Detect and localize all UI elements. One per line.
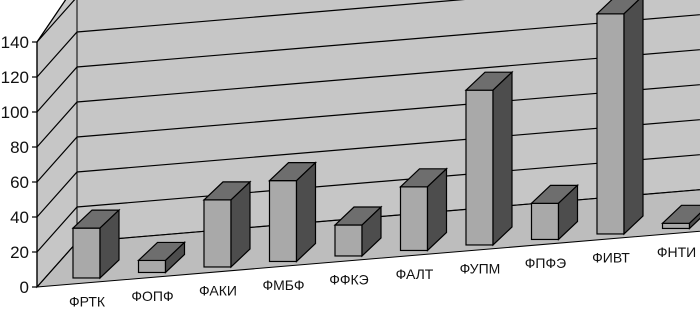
y-axis: 0 20 40 60 80 100 120 140: [1, 33, 38, 297]
x-tick-label: ФФКЭ: [329, 272, 369, 288]
bar: [596, 13, 625, 235]
bar-side: [492, 70, 513, 247]
gridline: [36, 49, 700, 148]
bar-side: [230, 180, 251, 269]
y-tick-label: 20: [10, 243, 29, 262]
y-tick-label: 100: [1, 103, 29, 122]
bar-side: [164, 241, 186, 274]
y-tick-label: 40: [10, 208, 29, 227]
bar-side: [426, 167, 448, 252]
bar-side: [557, 183, 579, 241]
y-tick-label: 0: [20, 278, 29, 297]
y-tick-label: 60: [10, 173, 29, 192]
wall-edge: [36, 0, 67, 43]
x-tick-label: ФОПФ: [131, 288, 173, 304]
gridline: [36, 0, 76, 43]
bar: [399, 186, 429, 252]
bar: [661, 222, 691, 230]
gridline: [36, 14, 700, 113]
bar: [268, 180, 298, 263]
bar-top: [660, 204, 700, 224]
bars: [71, 0, 700, 280]
y-tick-label: 120: [1, 68, 29, 87]
bar: [203, 199, 232, 268]
x-tick-label: ФПФЭ: [525, 255, 566, 271]
bar-top: [595, 0, 640, 15]
y-tick-label: 80: [10, 138, 29, 157]
bar-side: [361, 205, 382, 258]
bar: [334, 224, 363, 257]
bar-side: [99, 208, 120, 280]
x-tick-label: ФМБФ: [263, 277, 305, 293]
x-axis-labels: ФРТК ФОПФ ФАКИ ФМБФ ФФКЭ ФАЛТ ФУПМ ФПФЭ ФИВТ ФНТИ: [69, 244, 696, 310]
gridline: [36, 0, 466, 78]
y-tick-label: 140: [1, 33, 29, 52]
bar-side: [623, 0, 644, 236]
x-tick-label: ФАКИ: [199, 283, 237, 299]
bar: [465, 89, 494, 246]
bar: [530, 202, 560, 241]
x-tick-label: ФАЛТ: [396, 266, 434, 282]
x-tick-label: ФУПМ: [460, 261, 501, 277]
x-tick-label: ФИВТ: [592, 250, 630, 266]
bar: [72, 227, 101, 279]
x-tick-label: ФРТК: [69, 294, 106, 310]
bar-side: [688, 212, 700, 230]
bar-side: [295, 161, 317, 263]
x-tick-label: ФНТИ: [657, 244, 696, 260]
bar: [137, 259, 167, 274]
